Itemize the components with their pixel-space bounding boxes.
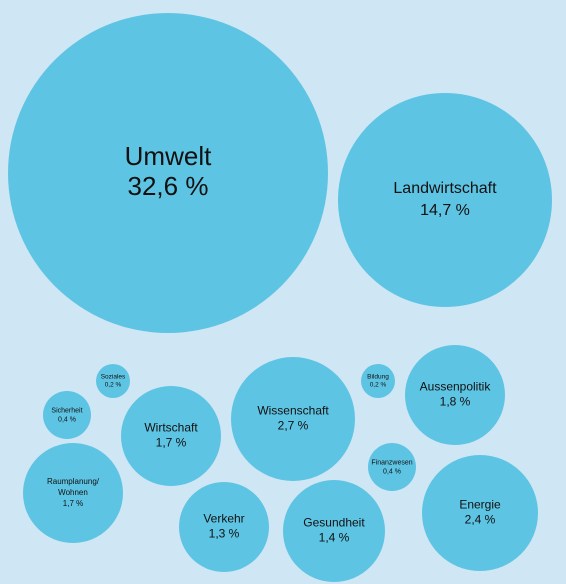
value-label: 0,2 %: [370, 382, 387, 389]
bubble-circle: [368, 443, 416, 491]
value-label: 2,7 %: [278, 419, 309, 433]
category-label: Energie: [459, 498, 501, 512]
bubble-circle: [121, 386, 221, 486]
category-label: Raumplanung/: [47, 477, 100, 486]
bubble-raumplanung-wohnen: Raumplanung/Wohnen 1,7 %: [23, 443, 123, 543]
bubble-sicherheit: Sicherheit 0,4 %: [43, 391, 91, 439]
value-label: 0,4 %: [383, 468, 401, 475]
value-label: 1,4 %: [319, 531, 350, 545]
bubble-circle: [179, 482, 269, 572]
category-label: Wohnen: [58, 488, 88, 497]
category-label: Wissenschaft: [257, 404, 329, 418]
value-label: 1,7 %: [156, 436, 187, 450]
value-label: 32,6 %: [128, 171, 209, 201]
bubble-circle: [283, 480, 385, 582]
bubble-circle: [43, 391, 91, 439]
category-label: Gesundheit: [303, 516, 365, 530]
category-label: Wirtschaft: [144, 421, 198, 435]
bubble-landwirtschaft: Landwirtschaft 14,7 %: [338, 93, 552, 307]
bubble-finanzwesen: Finanzwesen 0,4 %: [368, 443, 416, 491]
bubble-circle: [231, 357, 355, 481]
category-label: Umwelt: [125, 141, 212, 171]
category-label: Landwirtschaft: [393, 180, 497, 197]
category-label: Bildung: [367, 374, 389, 381]
bubble-circle: [23, 443, 123, 543]
bubble-circle: [361, 364, 395, 398]
value-label: 1,3 %: [209, 527, 240, 541]
value-label: 14,7 %: [420, 202, 470, 219]
value-label: 1,8 %: [440, 395, 471, 409]
category-label: Sicherheit: [51, 407, 82, 414]
bubble-circle: [8, 13, 328, 333]
category-label: Soziales: [101, 374, 126, 381]
bubble-circle: [405, 345, 505, 445]
value-label: 0,4 %: [58, 416, 76, 423]
value-label: 1,7 %: [63, 499, 83, 508]
bubble-circle: [422, 455, 538, 571]
value-label: 2,4 %: [465, 513, 496, 527]
category-label: Verkehr: [203, 512, 244, 526]
category-label: Finanzwesen: [371, 459, 412, 466]
bubble-circle: [96, 364, 130, 398]
category-label: Aussenpolitik: [420, 380, 492, 394]
bubble-circle: [338, 93, 552, 307]
value-label: 0,2 %: [105, 382, 122, 389]
